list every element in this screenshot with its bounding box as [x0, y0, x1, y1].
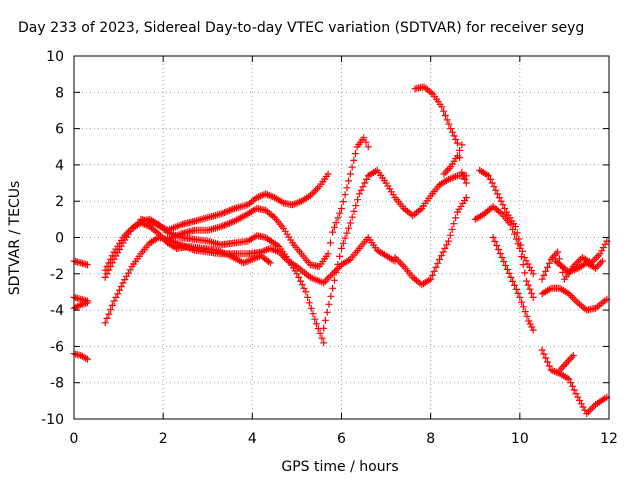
series-track-u [556, 352, 577, 374]
y-tick-label: -2 [50, 267, 64, 283]
series-track-h [137, 170, 332, 234]
chart-title: Day 233 of 2023, Sidereal Day-to-day VTE… [18, 20, 584, 36]
x-tick-label: 8 [426, 431, 435, 447]
y-tick-label: -8 [50, 376, 64, 392]
x-tick-label: 4 [248, 431, 257, 447]
marker-trace [538, 346, 611, 418]
series-track-t [538, 346, 611, 418]
marker-trace [552, 257, 606, 276]
marker-trace [538, 284, 611, 314]
grid-lines [74, 56, 609, 419]
x-axis: 0 2 4 6 8 10 12 [70, 56, 618, 447]
marker-trace [556, 352, 577, 374]
marker-trace [411, 83, 470, 187]
series-track-s [552, 257, 606, 276]
series-track-r [538, 284, 611, 314]
y-tick-label: -10 [41, 412, 64, 428]
series-track-l [411, 83, 470, 187]
series-track-e [101, 234, 399, 327]
series-track-j [320, 166, 470, 332]
y-axis-label: SDTVAR / TECUs [7, 181, 23, 296]
marker-trace [471, 203, 537, 301]
marker-trace [440, 141, 466, 178]
series-track-m [440, 141, 466, 178]
x-axis-label: GPS time / hours [281, 459, 398, 475]
marker-trace [391, 194, 470, 289]
y-tick-label: 8 [55, 85, 64, 101]
y-axis: -10 -8 -6 -4 -2 0 2 4 6 8 10 [41, 49, 609, 428]
marker-trace [101, 219, 274, 274]
series-track-n [471, 203, 537, 301]
series-track-p [489, 234, 537, 334]
y-tick-label: -4 [50, 303, 64, 319]
y-tick-label: 4 [55, 158, 64, 174]
y-tick-label: 2 [55, 194, 64, 210]
marker-trace [538, 237, 611, 283]
marker-trace [476, 166, 537, 278]
series-track-i [164, 134, 372, 270]
data-marks [70, 83, 611, 418]
y-tick-label: 6 [55, 122, 64, 138]
y-tick-label: -6 [50, 339, 64, 355]
series-track-f [101, 215, 328, 347]
series-track-g [101, 219, 274, 274]
marker-trace [320, 166, 470, 332]
series-track-o [476, 166, 537, 278]
x-tick-label: 6 [337, 431, 346, 447]
marker-trace [489, 234, 537, 334]
series-track-q [538, 237, 611, 283]
x-tick-label: 12 [600, 431, 618, 447]
y-tick-label: 10 [46, 49, 64, 65]
x-tick-label: 0 [70, 431, 79, 447]
marker-trace [137, 170, 332, 234]
marker-trace [101, 215, 328, 347]
marker-trace [101, 234, 399, 327]
x-tick-label: 2 [159, 431, 168, 447]
y-tick-label: 0 [55, 231, 64, 247]
series-track-k [391, 194, 470, 289]
x-tick-label: 10 [511, 431, 529, 447]
marker-trace [164, 134, 372, 270]
